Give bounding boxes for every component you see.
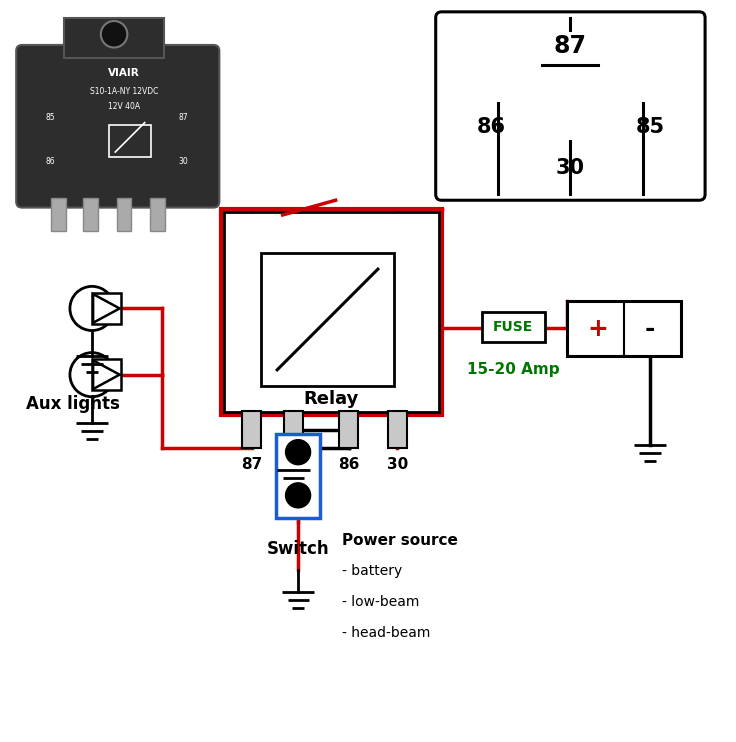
Text: -: - — [645, 317, 655, 341]
Text: 30: 30 — [179, 157, 188, 165]
Bar — [110, 125, 151, 157]
Text: 85: 85 — [46, 113, 55, 122]
Text: 15-20 Amp: 15-20 Amp — [467, 362, 559, 377]
Text: Aux lights: Aux lights — [26, 395, 120, 413]
Circle shape — [286, 440, 311, 464]
Bar — [221, 209, 442, 416]
Text: 86: 86 — [46, 157, 55, 165]
Text: Switch: Switch — [266, 540, 330, 558]
Circle shape — [286, 483, 311, 508]
FancyBboxPatch shape — [436, 12, 705, 200]
Text: - low-beam: - low-beam — [342, 595, 420, 608]
Text: 87: 87 — [179, 113, 188, 122]
Text: Power source: Power source — [342, 533, 458, 548]
Bar — [482, 312, 545, 341]
Bar — [284, 412, 303, 448]
Text: 30: 30 — [387, 457, 408, 472]
Bar — [224, 212, 439, 413]
Bar — [150, 198, 165, 232]
Bar — [276, 433, 320, 518]
Bar — [92, 293, 121, 324]
Bar — [567, 301, 681, 356]
Text: 12V 40A: 12V 40A — [108, 102, 140, 111]
Text: - head-beam: - head-beam — [342, 626, 431, 640]
FancyBboxPatch shape — [16, 45, 219, 208]
Text: - battery: - battery — [342, 564, 403, 578]
Text: 85: 85 — [283, 457, 304, 472]
Circle shape — [101, 21, 127, 47]
Text: Relay: Relay — [303, 390, 359, 408]
Bar — [65, 18, 164, 58]
Bar — [83, 198, 98, 232]
Text: +: + — [587, 317, 608, 341]
Text: 87: 87 — [554, 34, 587, 58]
Text: S10-1A-NY 12VDC: S10-1A-NY 12VDC — [90, 87, 158, 96]
Text: 87: 87 — [241, 457, 262, 472]
Bar — [339, 412, 358, 448]
Text: 86: 86 — [338, 457, 360, 472]
Text: 30: 30 — [556, 158, 585, 178]
Text: VIAIR: VIAIR — [108, 68, 140, 78]
Text: FUSE: FUSE — [493, 320, 534, 334]
Bar — [242, 412, 261, 448]
Bar — [51, 198, 66, 232]
Bar — [92, 359, 121, 390]
Text: 85: 85 — [635, 117, 665, 137]
Bar — [116, 198, 131, 232]
Text: 86: 86 — [476, 117, 506, 137]
Bar — [261, 253, 394, 386]
Bar — [388, 412, 407, 448]
